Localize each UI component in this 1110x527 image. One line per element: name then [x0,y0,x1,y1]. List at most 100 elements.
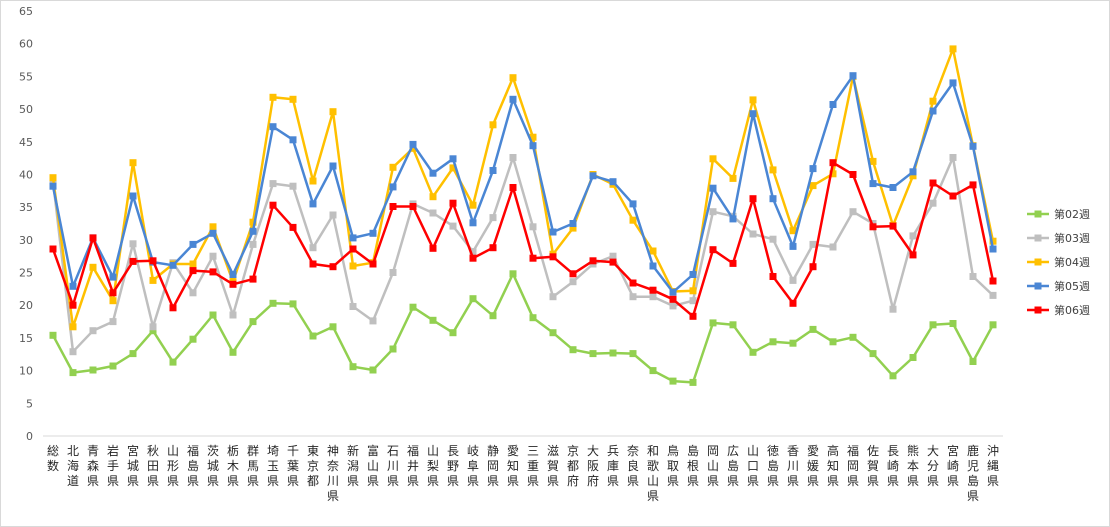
data-point [349,262,357,270]
data-point [789,339,797,347]
data-point [69,369,77,377]
data-point [349,303,357,310]
data-point [809,325,817,333]
data-point [629,216,637,224]
data-point [389,163,397,171]
data-point [289,182,297,190]
data-point [809,165,817,173]
data-point [949,154,957,161]
data-point [349,363,357,371]
data-point [69,323,77,331]
series-5 [49,159,997,320]
data-point [209,311,217,319]
x-tick-label: 鹿児島県 [967,443,979,503]
data-point [149,327,157,335]
data-point [809,240,817,248]
data-point [509,270,517,278]
x-tick-label: 大阪府 [587,444,599,488]
data-point [129,159,137,167]
data-point [129,257,137,265]
x-tick-label: 石川県 [387,444,399,488]
data-point [749,96,757,104]
data-point [49,182,57,190]
data-point [309,200,317,208]
x-tick-label: 京都府 [567,444,579,488]
x-tick-label: 和歌山県 [647,444,659,503]
data-point [89,263,97,271]
data-point [829,338,837,346]
data-point [889,305,897,313]
data-point [229,280,237,288]
data-point [969,273,977,280]
y-tick-label: 25 [19,267,33,280]
data-point [949,320,957,327]
x-tick-label: 静岡県 [487,444,499,488]
data-point [609,258,617,266]
x-tick-label: 神奈川県 [327,444,339,503]
data-point [929,199,937,207]
legend-label: 第03週 [1054,231,1090,245]
data-point [269,201,277,209]
data-point [249,218,257,226]
data-point [569,346,577,354]
data-point [589,172,597,180]
data-point [689,271,697,278]
data-point [849,171,857,178]
data-point [709,155,717,163]
data-point [829,243,837,251]
x-tick-label: 愛知県 [507,444,519,488]
x-tick-label: 岩手県 [107,443,119,488]
data-point [289,300,297,308]
data-point [289,136,297,144]
x-tick-label: 香川県 [787,444,799,488]
y-tick-label: 50 [19,103,33,116]
data-point [49,174,57,182]
data-point [669,302,677,310]
x-tick-label: 宮城県 [127,443,139,488]
data-point [129,350,137,358]
data-point [389,345,397,353]
data-point [929,97,937,105]
data-point [689,297,697,305]
x-tick-label: 熊本県 [907,443,919,488]
data-point [469,219,477,227]
data-point [49,245,57,253]
data-point [109,318,117,326]
x-tick-label: 栃木県 [227,444,239,488]
legend-item: 第06週 [1027,303,1090,317]
data-point [389,203,397,210]
data-point [769,235,777,243]
data-point [909,168,917,176]
y-tick-label: 0 [26,430,33,443]
x-tick-label: 島根県 [687,443,699,488]
data-point [869,350,877,358]
x-tick-label: 滋賀県 [547,444,559,488]
data-point [509,154,517,161]
x-tick-label: 山口県 [747,444,759,488]
y-tick-label: 45 [19,136,33,149]
data-point [209,268,217,276]
data-point [629,293,637,301]
data-point [469,295,477,303]
legend-label: 第02週 [1054,207,1090,221]
data-point [349,234,357,242]
data-point [909,232,917,240]
series-layer [49,45,997,386]
data-point [369,260,377,268]
data-point [429,316,437,324]
data-point [889,222,897,230]
data-point [769,338,777,346]
data-point [449,199,457,207]
data-point [449,164,457,172]
data-point [109,362,117,370]
y-tick-label: 55 [19,70,33,83]
data-point [129,192,137,200]
data-point [609,252,617,260]
data-point [769,195,777,203]
data-point [289,95,297,103]
y-tick-label: 65 [19,5,33,18]
data-point [489,214,497,222]
legend-item: 第05週 [1027,279,1090,293]
